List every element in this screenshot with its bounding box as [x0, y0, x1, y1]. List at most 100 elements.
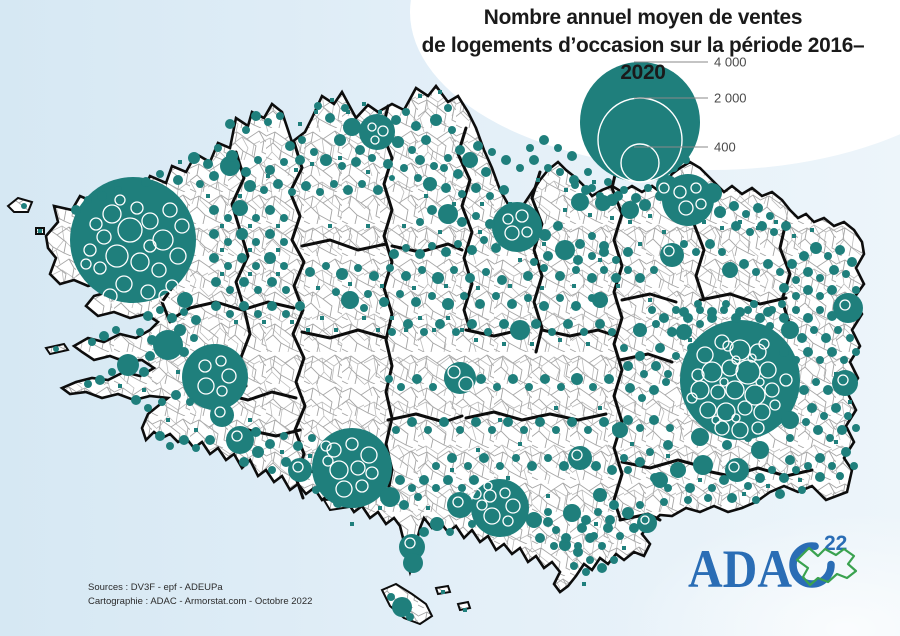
sales-bubble [520, 426, 528, 434]
sales-bubble [847, 257, 857, 267]
sales-bubble-outline [326, 442, 342, 458]
sales-bubble-outline [367, 122, 377, 132]
sales-dot [792, 234, 796, 238]
sales-bubble [552, 526, 560, 534]
sales-bubble [729, 201, 739, 211]
sales-bubble [823, 385, 833, 395]
sales-bubble [239, 277, 249, 287]
sales-bubble [752, 496, 760, 504]
sales-bubble [432, 484, 440, 492]
legend-circle [580, 62, 700, 182]
sales-bubble [112, 326, 120, 334]
sales-bubble [209, 229, 219, 239]
sales-dot [648, 214, 652, 218]
sales-bubble [460, 292, 468, 300]
sales-bubble [577, 523, 587, 533]
sales-bubble [810, 242, 822, 254]
sales-bubble [488, 426, 496, 434]
sales-bubble [816, 292, 824, 300]
sales-bubble-outline [447, 365, 461, 379]
sales-bubble [383, 159, 393, 169]
sales-bubble [719, 475, 729, 485]
sales-dot [334, 328, 338, 332]
sales-dot [810, 228, 814, 232]
sales-bubble [144, 404, 152, 412]
credits-sources: Sources : DV3F - epf - ADEUPa [88, 582, 223, 593]
sales-bubble [114, 186, 122, 194]
sales-dot [444, 284, 448, 288]
sales-bubble-outline [370, 135, 380, 145]
sales-bubble [666, 424, 674, 432]
sales-bubble [400, 164, 408, 172]
sales-dot [438, 90, 442, 94]
sales-bubble [388, 328, 396, 336]
sales-bubble [588, 232, 596, 240]
sales-bubble-outline [169, 247, 187, 265]
sales-bubble [435, 319, 445, 329]
sales-dot [412, 286, 416, 290]
sales-bubble-outline [719, 377, 729, 387]
sales-bubble [612, 256, 620, 264]
sales-dot [362, 316, 366, 320]
sales-bubble [447, 453, 457, 463]
sales-bubble-outline [117, 217, 143, 243]
sales-bubble [575, 239, 585, 249]
sales-bubble [752, 268, 760, 276]
sales-dot [266, 174, 270, 178]
sales-bubble [810, 326, 818, 334]
sales-dot [598, 406, 602, 410]
sales-bubble-outline [673, 185, 687, 199]
sales-bubble-outline [695, 198, 707, 210]
sales-dot [366, 170, 370, 174]
sales-dot [276, 248, 280, 252]
sales-bubble [476, 374, 486, 384]
sales-bubble [320, 154, 332, 166]
sales-bubble [482, 268, 490, 276]
sales-bubble [815, 453, 825, 463]
sales-bubble [836, 472, 844, 480]
sales-dot [478, 230, 482, 234]
sales-dot [426, 506, 430, 510]
sales-bubble-outline [292, 461, 304, 473]
sales-dot [502, 342, 506, 346]
sales-bubble [544, 508, 552, 516]
sales-bubble [174, 324, 186, 336]
sales-bubble [288, 458, 312, 482]
sales-bubble [693, 455, 713, 475]
sales-bubble [225, 119, 235, 129]
sales-bubble-outline [505, 498, 521, 514]
sales-bubble [622, 507, 634, 519]
sales-bubble [779, 473, 789, 483]
sales-bubble [369, 271, 379, 281]
sales-bubble [239, 457, 249, 467]
sales-bubble [254, 310, 262, 318]
sales-bubble [395, 475, 405, 485]
sales-bubble [840, 356, 848, 364]
sales-dot [480, 202, 484, 206]
sales-bubble [285, 141, 295, 151]
sales-bubble [554, 144, 562, 152]
sales-bubble [237, 253, 247, 263]
sales-bubble [670, 462, 686, 478]
sales-bubble [770, 228, 778, 236]
sales-bubble [338, 162, 346, 170]
sales-bubble-outline [335, 480, 353, 498]
sales-bubble [510, 320, 530, 340]
sales-bubble [826, 434, 834, 442]
sales-bubble [584, 168, 592, 176]
sales-bubble [280, 158, 288, 166]
sales-bubble [827, 285, 837, 295]
sales-bubble-outline [658, 182, 670, 194]
sales-bubble [824, 252, 832, 260]
sales-bubble [180, 308, 188, 316]
sales-bubble [334, 134, 346, 146]
sales-bubble [316, 188, 324, 196]
sales-bubble [288, 188, 296, 196]
sales-dot [362, 102, 366, 106]
sales-dot [446, 316, 450, 320]
sales-bubble [432, 272, 444, 284]
sales-dot [178, 160, 182, 164]
bubble-layer [21, 90, 863, 621]
sales-bubble [792, 356, 800, 364]
sales-bubble [620, 186, 628, 194]
